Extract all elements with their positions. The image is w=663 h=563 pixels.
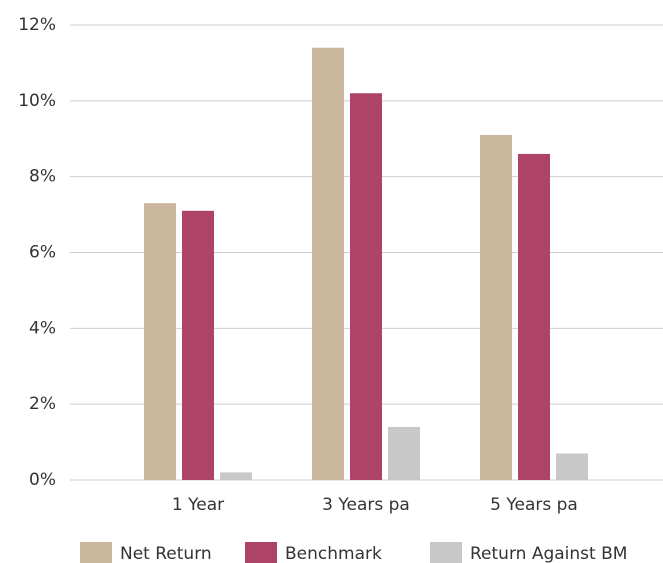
legend-swatch bbox=[245, 542, 277, 563]
legend-label: Return Against BM bbox=[470, 544, 627, 563]
y-tick-label: 8% bbox=[29, 167, 56, 187]
bar bbox=[480, 134, 512, 481]
legend-label: Net Return bbox=[120, 544, 212, 563]
bar bbox=[350, 93, 382, 480]
x-tick-label: 3 Years pa bbox=[322, 495, 410, 515]
legend-swatch bbox=[430, 542, 462, 563]
bar bbox=[312, 47, 344, 480]
x-tick-label: 5 Years pa bbox=[490, 495, 578, 515]
bar bbox=[556, 453, 588, 480]
legend-label: Benchmark bbox=[285, 544, 382, 563]
bar bbox=[388, 426, 420, 480]
bar bbox=[144, 203, 176, 481]
y-tick-label: 4% bbox=[29, 318, 56, 338]
bar bbox=[182, 210, 214, 480]
bar bbox=[518, 153, 550, 480]
y-tick-label: 12% bbox=[18, 15, 56, 35]
y-tick-label: 10% bbox=[18, 91, 56, 111]
x-tick-label: 1 Year bbox=[172, 495, 224, 515]
y-tick-label: 0% bbox=[29, 470, 56, 490]
legend-swatch bbox=[80, 542, 112, 563]
y-tick-label: 2% bbox=[29, 394, 56, 414]
y-tick-label: 6% bbox=[29, 243, 56, 263]
bar bbox=[220, 472, 252, 480]
